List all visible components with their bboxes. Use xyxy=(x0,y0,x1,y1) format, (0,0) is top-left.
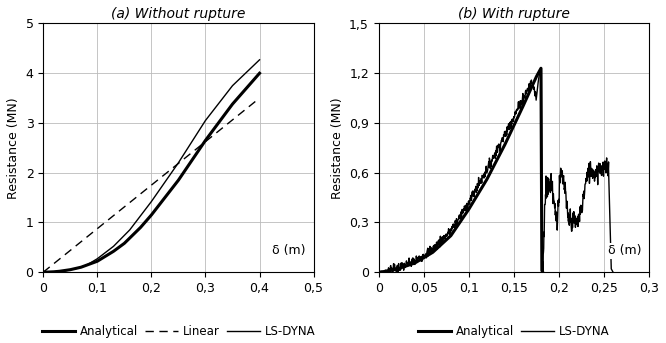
Y-axis label: Resistance (MN): Resistance (MN) xyxy=(7,97,20,199)
Title: (b) With rupture: (b) With rupture xyxy=(458,7,570,21)
Legend: Analytical, Linear, LS-DYNA: Analytical, Linear, LS-DYNA xyxy=(37,320,320,343)
Legend: Analytical, LS-DYNA: Analytical, LS-DYNA xyxy=(414,320,615,343)
Text: δ (m): δ (m) xyxy=(607,244,641,257)
Text: δ (m): δ (m) xyxy=(272,244,306,257)
Title: (a) Without rupture: (a) Without rupture xyxy=(111,7,246,21)
Y-axis label: Resistance (MN): Resistance (MN) xyxy=(330,97,344,199)
